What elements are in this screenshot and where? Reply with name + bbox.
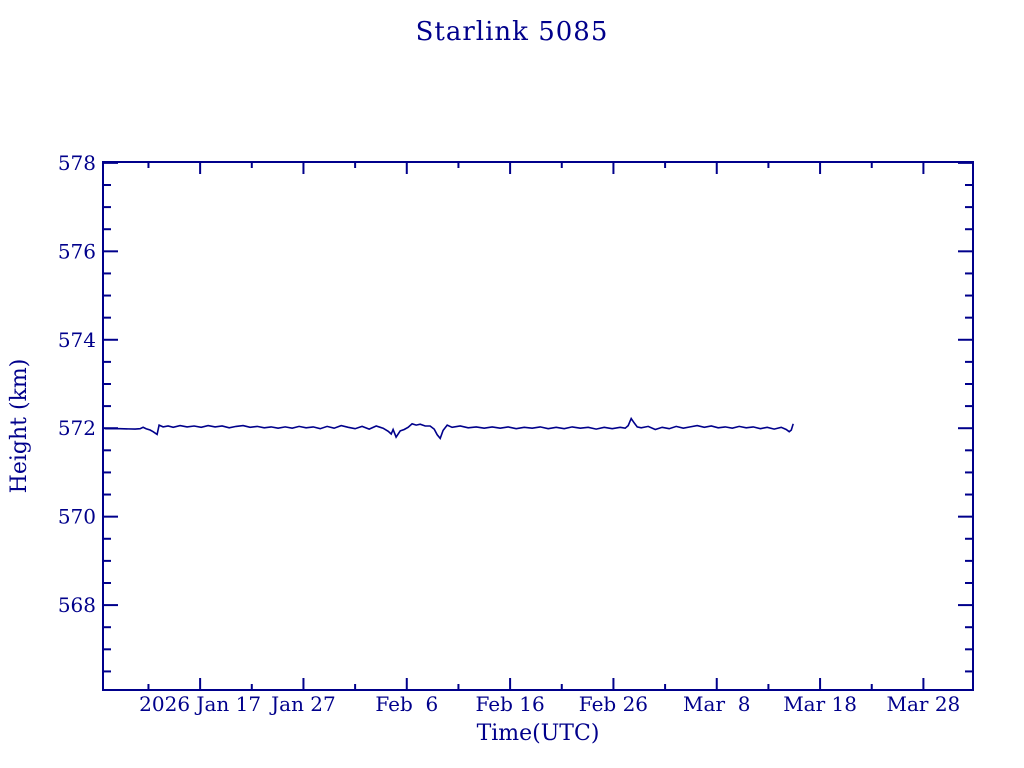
y-tick-label: 568: [58, 593, 96, 617]
x-tick-label: Jan 27: [269, 692, 336, 716]
x-tick-label: Feb 26: [579, 692, 648, 716]
x-tick-label: Feb 16: [475, 692, 544, 716]
y-tick-label: 572: [58, 416, 96, 440]
axis-ticks: [103, 161, 973, 690]
x-tick-label: Mar 8: [683, 692, 750, 716]
chart-title: Starlink 5085: [416, 17, 609, 47]
x-axis-title: Time(UTC): [477, 721, 600, 746]
y-tick-label: 574: [58, 328, 96, 352]
x-tick-label: Mar 28: [887, 692, 961, 716]
y-axis-title: Height (km): [7, 359, 32, 494]
y-tick-label: 576: [58, 239, 96, 263]
y-tick-labels: 568 570 572 574 576 578: [58, 151, 96, 617]
plot-frame: [102, 161, 974, 691]
x-tick-label: 2026 Jan 17: [139, 692, 261, 716]
x-tick-label: Mar 18: [783, 692, 857, 716]
x-tick-label: Feb 6: [375, 692, 438, 716]
data-series: [105, 416, 794, 440]
y-tick-label: 570: [58, 505, 96, 529]
y-tick-label: 578: [58, 151, 96, 175]
x-tick-labels: 2026 Jan 17 Jan 27 Feb 6 Feb 16 Feb 26 Mar 8 M…: [139, 692, 960, 716]
height-series-line: [105, 416, 794, 440]
